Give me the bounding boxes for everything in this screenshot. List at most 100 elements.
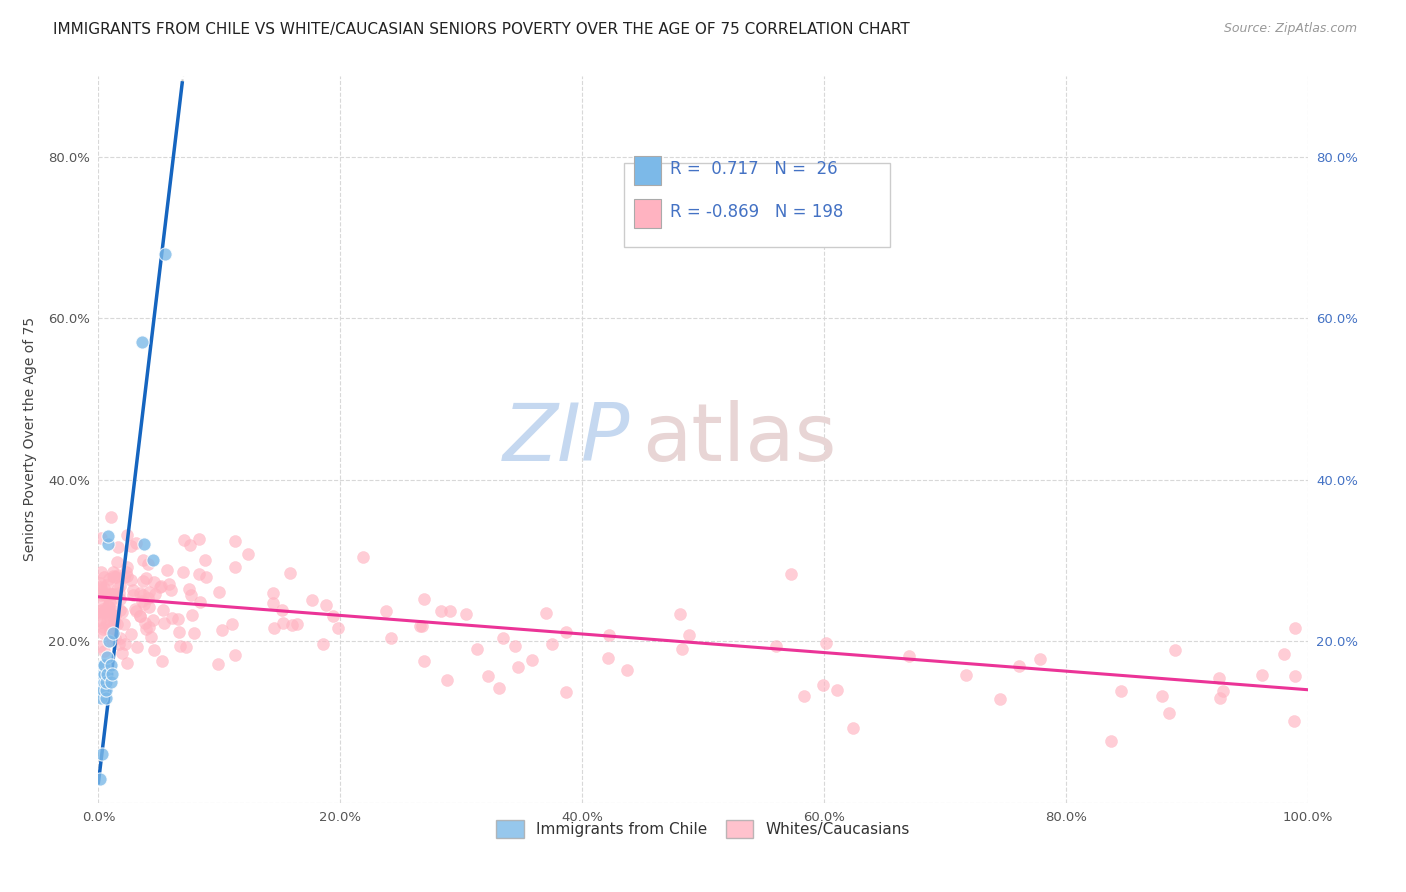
Point [1008,659,1031,673]
Point [132,597,155,611]
Point [89,613,111,627]
Point [503,639,526,653]
Point [180,588,202,602]
Text: Source: ZipAtlas.com: Source: ZipAtlas.com [1223,22,1357,36]
Point [101,565,124,579]
Point [793,690,815,704]
Point [103,569,125,583]
Point [120,627,142,641]
Point [107,541,129,555]
Point [98,573,121,587]
Point [110,579,132,593]
Point [91,615,114,630]
Point [262,596,284,610]
Point [91,605,114,619]
Point [115,527,138,541]
Legend: Immigrants from Chile, Whites/Caucasians: Immigrants from Chile, Whites/Caucasians [489,812,917,846]
Point [208,585,231,599]
Point [121,582,143,597]
Point [167,612,190,626]
Point [409,619,432,633]
Point [134,537,156,551]
Point [89,575,111,590]
Point [439,603,461,617]
Point [1029,652,1052,666]
Point [100,510,122,524]
Point [101,608,124,623]
Point [492,631,515,645]
Point [174,640,197,654]
Point [98,609,121,624]
Point [101,633,124,648]
Point [134,616,156,631]
Point [988,692,1011,706]
Point [103,613,125,627]
Point [110,591,132,606]
Point [120,573,142,587]
Point [1212,684,1234,698]
Point [90,531,112,545]
Point [157,576,180,591]
Point [465,642,488,657]
Point [555,625,578,640]
Point [169,639,191,653]
Point [124,602,146,616]
Point [128,608,150,623]
Point [413,591,436,606]
Point [115,569,138,583]
Point [139,630,162,644]
Point [678,628,700,642]
Point [271,602,294,616]
Point [456,607,478,622]
Point [156,563,179,577]
Point [616,663,638,677]
Point [194,552,217,566]
Point [90,607,112,621]
Y-axis label: Seniors Poverty Over the Age of 75: Seniors Poverty Over the Age of 75 [22,318,37,561]
FancyBboxPatch shape [634,200,661,228]
Point [280,618,302,632]
Point [477,669,499,683]
Point [100,674,122,689]
Point [114,565,136,579]
Point [125,536,148,550]
Point [98,597,121,611]
Point [98,634,121,648]
Point [94,589,117,603]
Point [520,652,543,666]
Point [1099,733,1122,747]
Point [100,605,122,619]
Point [898,648,921,663]
Point [97,537,120,551]
Point [96,650,118,665]
Point [380,631,402,645]
Point [91,747,114,762]
Point [97,587,120,601]
Point [131,594,153,608]
Point [91,682,114,697]
Point [352,550,374,565]
Point [115,560,138,574]
Point [153,246,176,260]
Point [112,617,135,632]
Point [93,658,115,673]
Point [1208,690,1230,705]
Point [114,637,136,651]
Point [301,592,323,607]
Point [1282,714,1305,728]
Text: R = -0.869   N = 198: R = -0.869 N = 198 [671,203,844,221]
Point [436,673,458,688]
Point [271,616,294,631]
Point [105,617,128,632]
Point [90,594,112,608]
Point [129,586,152,600]
Point [93,674,115,689]
Point [96,578,118,592]
Point [89,772,111,786]
Point [91,666,114,681]
Point [131,588,153,602]
Point [135,622,157,636]
Point [152,602,174,616]
Point [127,640,149,654]
Point [111,605,134,619]
